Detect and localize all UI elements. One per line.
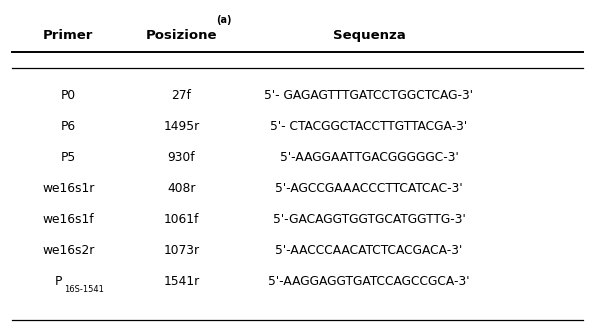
Text: we16s1f: we16s1f — [43, 213, 94, 226]
Text: P: P — [55, 275, 62, 288]
Text: 5'-AAGGAATTGACGGGGGC-3': 5'-AAGGAATTGACGGGGGC-3' — [280, 151, 458, 164]
Text: Primer: Primer — [43, 29, 93, 41]
Text: P5: P5 — [61, 151, 76, 164]
Text: 16S-1541: 16S-1541 — [64, 286, 104, 294]
Text: 408r: 408r — [167, 182, 196, 195]
Text: 5'- GAGAGTTTGATCCTGGCTCAG-3': 5'- GAGAGTTTGATCCTGGCTCAG-3' — [264, 89, 474, 102]
Text: Sequenza: Sequenza — [333, 29, 405, 41]
Text: 5'-GACAGGTGGTGCATGGTTG-3': 5'-GACAGGTGGTGCATGGTTG-3' — [273, 213, 465, 226]
Text: 1061f: 1061f — [164, 213, 199, 226]
Text: 1073r: 1073r — [164, 244, 199, 257]
Text: 5'-AAGGAGGTGATCCAGCCGCA-3': 5'-AAGGAGGTGATCCAGCCGCA-3' — [268, 275, 469, 288]
Text: 5'-AACCCAACATCTCACGACA-3': 5'-AACCCAACATCTCACGACA-3' — [275, 244, 462, 257]
Text: 27f: 27f — [171, 89, 192, 102]
Text: we16s1r: we16s1r — [42, 182, 95, 195]
Text: (a): (a) — [217, 15, 232, 25]
Text: Posizione: Posizione — [146, 29, 217, 41]
Text: P6: P6 — [61, 120, 76, 133]
Text: 5'- CTACGGCTACCTTGTTACGA-3': 5'- CTACGGCTACCTTGTTACGA-3' — [270, 120, 468, 133]
Text: 930f: 930f — [168, 151, 195, 164]
Text: 5'-AGCCGAAACCCTTCATCAC-3': 5'-AGCCGAAACCCTTCATCAC-3' — [275, 182, 463, 195]
Text: 1495r: 1495r — [164, 120, 199, 133]
Text: we16s2r: we16s2r — [42, 244, 95, 257]
Text: P0: P0 — [61, 89, 76, 102]
Text: 1541r: 1541r — [164, 275, 199, 288]
